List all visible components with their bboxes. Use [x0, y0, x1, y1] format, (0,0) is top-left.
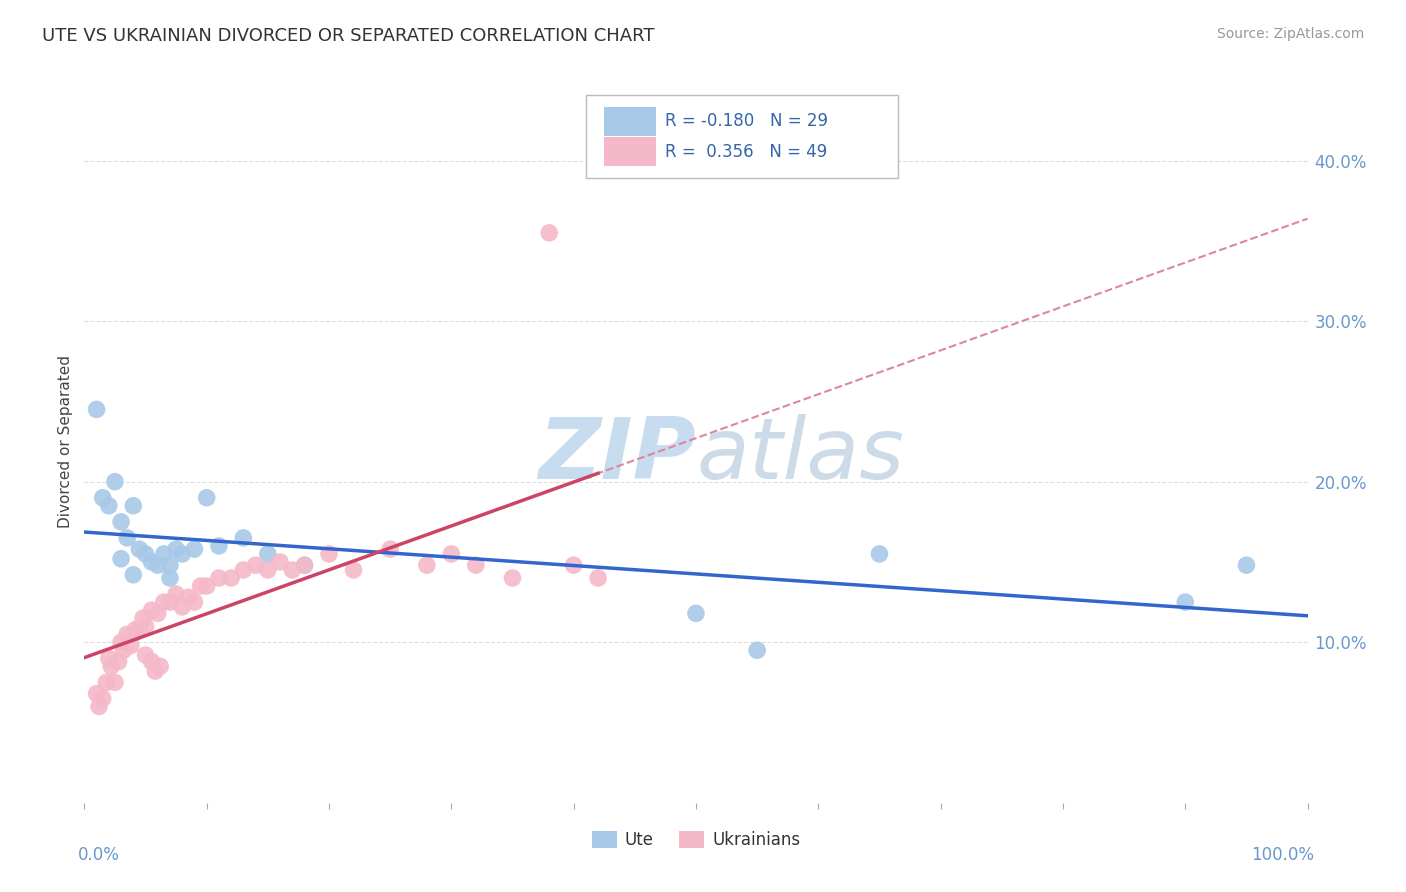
Text: 0.0%: 0.0%: [79, 847, 120, 864]
Point: [165, 542, 187, 557]
Point: [257, 563, 280, 577]
Text: R =  0.356   N = 49: R = 0.356 N = 49: [665, 143, 828, 161]
Point: [380, 542, 402, 557]
Point: [135, 648, 157, 662]
Text: 100.0%: 100.0%: [1251, 847, 1313, 864]
FancyBboxPatch shape: [605, 107, 655, 136]
Point: [91, 691, 114, 706]
Point: [107, 655, 129, 669]
Point: [172, 547, 194, 561]
Point: [269, 555, 291, 569]
Point: [294, 558, 316, 573]
Point: [502, 571, 524, 585]
Point: [195, 579, 218, 593]
Point: [86, 687, 108, 701]
Point: [141, 655, 163, 669]
FancyBboxPatch shape: [586, 95, 898, 178]
Point: [440, 547, 463, 561]
Point: [245, 558, 267, 573]
Point: [747, 643, 769, 657]
Text: UTE VS UKRAINIAN DIVORCED OR SEPARATED CORRELATION CHART: UTE VS UKRAINIAN DIVORCED OR SEPARATED C…: [42, 27, 655, 45]
Point: [342, 563, 364, 577]
Point: [159, 571, 181, 585]
Point: [153, 547, 176, 561]
Point: [110, 515, 132, 529]
Point: [1174, 595, 1197, 609]
Point: [141, 555, 163, 569]
Point: [183, 595, 205, 609]
Point: [464, 558, 486, 573]
Point: [122, 499, 145, 513]
Point: [195, 491, 218, 505]
Point: [141, 603, 163, 617]
Point: [128, 542, 150, 557]
Point: [125, 623, 148, 637]
Text: ZIP: ZIP: [538, 415, 696, 498]
Point: [562, 558, 585, 573]
Point: [97, 499, 120, 513]
Y-axis label: Divorced or Separated: Divorced or Separated: [58, 355, 73, 528]
Point: [586, 571, 609, 585]
Point: [122, 567, 145, 582]
Point: [159, 558, 181, 573]
Text: R = -0.180   N = 29: R = -0.180 N = 29: [665, 112, 828, 130]
Point: [208, 539, 231, 553]
Legend: Ute, Ukrainians: Ute, Ukrainians: [585, 824, 807, 856]
Point: [232, 563, 254, 577]
Point: [232, 531, 254, 545]
Point: [172, 599, 194, 614]
Point: [120, 639, 142, 653]
Point: [149, 659, 172, 673]
Point: [146, 558, 169, 573]
Point: [183, 542, 205, 557]
Point: [1236, 558, 1258, 573]
FancyBboxPatch shape: [605, 137, 655, 166]
Point: [115, 627, 138, 641]
Point: [104, 475, 127, 489]
Point: [135, 619, 157, 633]
Point: [143, 664, 166, 678]
Point: [281, 563, 304, 577]
Point: [685, 607, 707, 621]
Point: [112, 643, 135, 657]
Point: [294, 558, 316, 573]
Point: [115, 531, 138, 545]
Point: [159, 595, 181, 609]
Point: [86, 402, 108, 417]
Point: [416, 558, 439, 573]
Point: [135, 547, 157, 561]
Point: [538, 226, 561, 240]
Point: [153, 595, 176, 609]
Point: [869, 547, 891, 561]
Point: [146, 607, 169, 621]
Point: [219, 571, 242, 585]
Point: [190, 579, 212, 593]
Point: [132, 611, 155, 625]
Point: [104, 675, 127, 690]
Point: [122, 627, 145, 641]
Point: [110, 551, 132, 566]
Point: [91, 491, 114, 505]
Point: [100, 659, 122, 673]
Point: [96, 675, 118, 690]
Text: Source: ZipAtlas.com: Source: ZipAtlas.com: [1216, 27, 1364, 41]
Point: [97, 651, 120, 665]
Point: [208, 571, 231, 585]
Text: atlas: atlas: [696, 415, 904, 498]
Point: [318, 547, 340, 561]
Point: [257, 547, 280, 561]
Point: [110, 635, 132, 649]
Point: [87, 699, 110, 714]
Point: [165, 587, 187, 601]
Point: [128, 623, 150, 637]
Point: [177, 591, 200, 605]
